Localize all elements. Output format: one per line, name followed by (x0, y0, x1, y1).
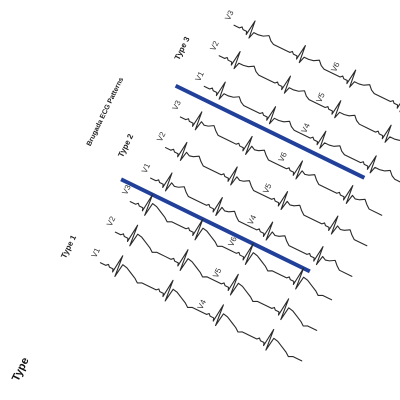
section2-lead-v3: V3 (170, 98, 183, 111)
section1-lead-v1: V1 (90, 246, 103, 259)
section2-lead-v4: V4 (246, 213, 259, 226)
section3-lead-v4: V4 (299, 121, 312, 134)
corner-type-label: Type (10, 356, 32, 384)
section1-lead-v6: V6 (226, 235, 239, 248)
ecg-trace-type1-row-1 (99, 255, 303, 362)
ecg-trace-type1-row-2 (114, 224, 318, 331)
ecg-trace-type3-row-3 (233, 20, 400, 124)
section1-lead-v3: V3 (120, 183, 133, 196)
separator-line-1 (120, 177, 311, 274)
ecg-trace-type2-row-1 (150, 172, 353, 277)
section2-lead-v6: V6 (277, 150, 290, 163)
ecg-trace-type2-row-2 (164, 141, 368, 247)
section1-lead-v4: V4 (196, 298, 209, 311)
ecg-trace-type3-row-1 (203, 81, 400, 186)
section2-lead-v5: V5 (261, 182, 274, 195)
ecg-trace-type2-row-3 (179, 111, 383, 216)
rotated-figure-group: Brugada ECG Patterns Type 1 Type 2 Type … (59, 8, 400, 362)
ecg-traces (99, 20, 400, 362)
section-label-type-1: Type 1 (59, 233, 78, 260)
section3-lead-v1: V1 (193, 70, 206, 83)
figure-title: Brugada ECG Patterns (86, 76, 125, 147)
ecg-trace-type1-row-3 (129, 194, 333, 301)
section3-lead-v5: V5 (314, 91, 327, 104)
separator-line-2 (174, 83, 366, 180)
section3-lead-v3: V3 (223, 8, 236, 21)
ecg-trace-type3-row-2 (218, 51, 400, 155)
section1-lead-v2: V2 (105, 214, 118, 227)
section3-lead-v6: V6 (329, 60, 342, 73)
section-label-type-2: Type 2 (116, 132, 135, 159)
section2-lead-v1: V1 (140, 161, 153, 174)
section2-lead-v2: V2 (155, 130, 168, 143)
section3-lead-v2: V2 (208, 39, 221, 52)
section-label-type-3: Type 3 (173, 35, 192, 62)
section1-lead-v5: V5 (211, 266, 224, 279)
